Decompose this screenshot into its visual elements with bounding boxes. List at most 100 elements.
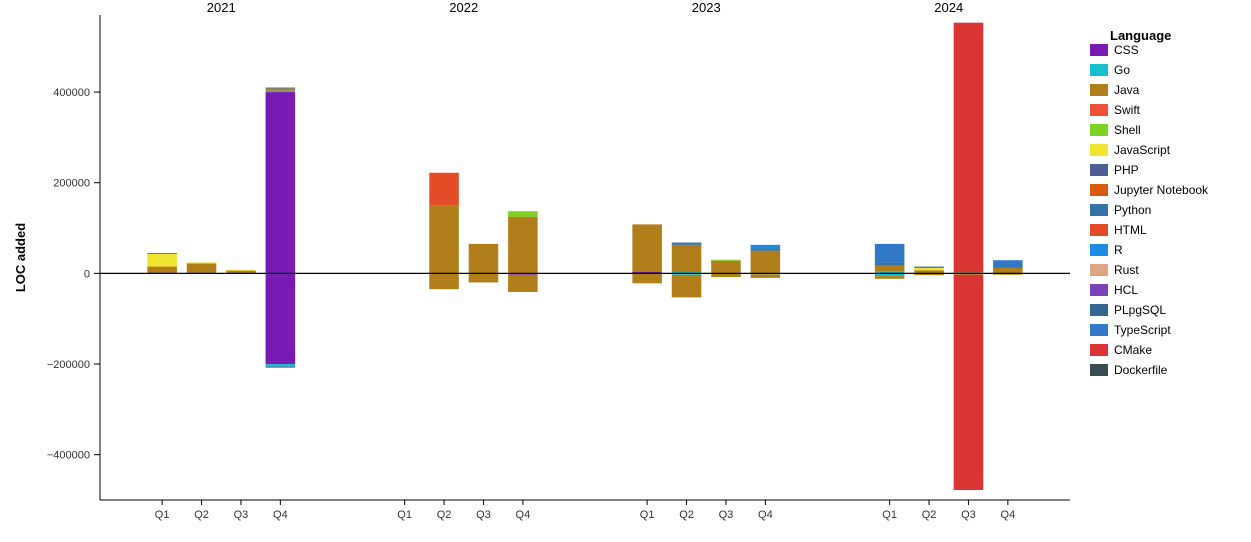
y-tick-label: −200000	[47, 359, 90, 371]
bar-segment	[751, 274, 781, 278]
y-tick-label: −400000	[47, 450, 90, 462]
bar-segment	[751, 251, 781, 274]
legend-swatch	[1090, 224, 1108, 236]
x-tick-label: Q3	[719, 509, 734, 521]
bar-segment	[429, 173, 459, 206]
legend-label: HCL	[1114, 283, 1138, 297]
legend-swatch	[1090, 144, 1108, 156]
bar-segment	[147, 253, 177, 254]
legend-swatch	[1090, 364, 1108, 376]
bar-segment	[672, 245, 702, 272]
legend-swatch	[1090, 244, 1108, 256]
year-label: 2024	[934, 0, 963, 15]
legend-swatch	[1090, 84, 1108, 96]
y-tick-label: 200000	[53, 178, 90, 190]
legend-swatch	[1090, 264, 1108, 276]
bar-segment	[266, 88, 296, 90]
x-tick-label: Q2	[679, 509, 694, 521]
legend-swatch	[1090, 304, 1108, 316]
bar-segment	[711, 261, 741, 274]
x-tick-label: Q4	[758, 509, 773, 521]
bar-segment	[632, 224, 662, 272]
bar-segment	[187, 263, 217, 273]
bar-segment	[914, 267, 944, 268]
x-tick-label: Q1	[397, 509, 412, 521]
bar-segment	[875, 266, 905, 271]
bar-segment	[914, 268, 944, 270]
bar-segment	[954, 275, 984, 490]
bar-segment	[266, 364, 296, 366]
x-tick-label: Q4	[273, 509, 288, 521]
legend-label: JavaScript	[1114, 143, 1171, 157]
legend-swatch	[1090, 104, 1108, 116]
x-tick-label: Q4	[516, 509, 531, 521]
x-tick-label: Q1	[882, 509, 897, 521]
legend-swatch	[1090, 324, 1108, 336]
legend-label: Rust	[1114, 263, 1139, 277]
chart-svg: −400000−2000000200000400000Q1Q2Q3Q42021Q…	[0, 0, 1251, 542]
bar-segment	[226, 270, 256, 271]
x-tick-label: Q3	[234, 509, 249, 521]
bar-segment	[632, 273, 662, 283]
legend-label: TypeScript	[1114, 323, 1171, 337]
x-tick-label: Q1	[155, 509, 170, 521]
bar-segment	[266, 366, 296, 367]
y-tick-label: 0	[84, 268, 90, 280]
bar-segment	[187, 262, 217, 263]
legend-swatch	[1090, 344, 1108, 356]
bar-segment	[993, 260, 1023, 267]
bar-segment	[954, 23, 984, 272]
legend-swatch	[1090, 284, 1108, 296]
bar-segment	[751, 245, 781, 249]
bar-segment	[875, 263, 905, 266]
legend-label: CMake	[1114, 343, 1152, 357]
bar-segment	[508, 275, 538, 292]
legend-swatch	[1090, 64, 1108, 76]
bar-segment	[508, 217, 538, 274]
bar-segment	[672, 243, 702, 245]
legend-swatch	[1090, 184, 1108, 196]
bar-segment	[266, 88, 296, 89]
legend-title: Language	[1110, 28, 1171, 43]
bar-segment	[147, 254, 177, 267]
bar-segment	[266, 92, 296, 273]
bar-segment	[147, 267, 177, 274]
x-tick-label: Q1	[640, 509, 655, 521]
legend-label: CSS	[1114, 43, 1139, 57]
bar-segment	[875, 244, 905, 263]
legend-label: Swift	[1114, 103, 1141, 117]
x-tick-label: Q2	[922, 509, 937, 521]
bar-segment	[429, 273, 459, 289]
x-tick-label: Q2	[437, 509, 452, 521]
x-tick-label: Q4	[1001, 509, 1016, 521]
year-label: 2021	[207, 0, 236, 15]
legend-swatch	[1090, 164, 1108, 176]
legend-swatch	[1090, 124, 1108, 136]
bar-segment	[711, 260, 741, 261]
loc-added-chart: −400000−2000000200000400000Q1Q2Q3Q42021Q…	[0, 0, 1251, 542]
year-label: 2023	[692, 0, 721, 15]
bar-segment	[751, 248, 781, 250]
legend-label: Java	[1114, 83, 1140, 97]
year-label: 2022	[449, 0, 478, 15]
legend-label: Jupyter Notebook	[1114, 183, 1209, 197]
bar-segment	[266, 273, 296, 364]
x-tick-label: Q3	[961, 509, 976, 521]
bar-segment	[508, 211, 538, 216]
bar-segment	[875, 276, 905, 279]
legend-label: Shell	[1114, 123, 1141, 137]
legend-label: Go	[1114, 63, 1130, 77]
bar-segment	[993, 268, 1023, 273]
legend-label: PLpgSQL	[1114, 303, 1166, 317]
legend-swatch	[1090, 44, 1108, 56]
bar-segment	[672, 275, 702, 298]
bar-segment	[429, 205, 459, 273]
bar-segment	[266, 91, 296, 92]
bar-segment	[469, 244, 499, 273]
bar-segment	[469, 273, 499, 282]
legend-label: Python	[1114, 203, 1151, 217]
bar-segment	[993, 267, 1023, 268]
legend-label: HTML	[1114, 223, 1147, 237]
legend-label: PHP	[1114, 163, 1139, 177]
x-tick-label: Q2	[194, 509, 209, 521]
